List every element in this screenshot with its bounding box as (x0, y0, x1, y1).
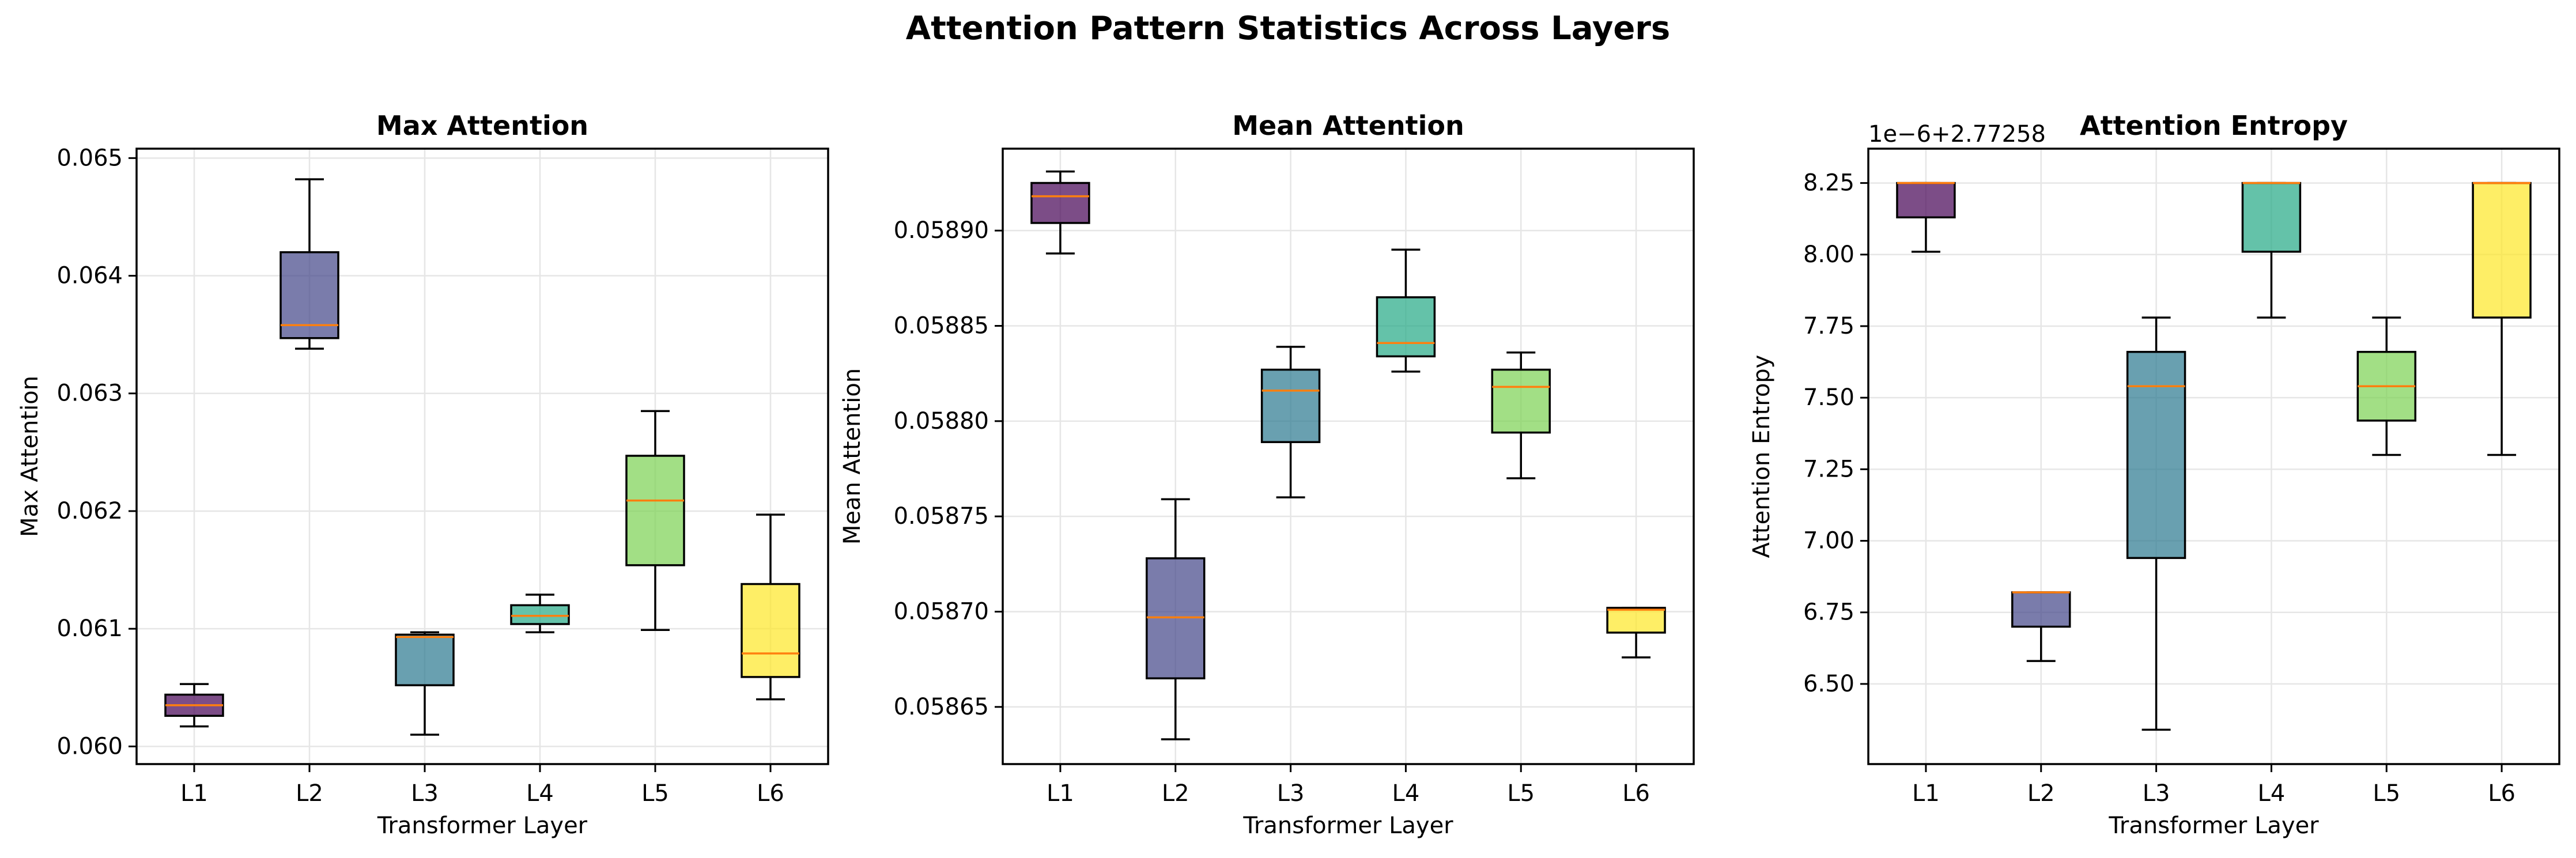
ytick-label: 0.061 (56, 615, 123, 642)
x-axis-label: Transformer Layer (377, 812, 588, 839)
xtick-label: L3 (1277, 780, 1305, 807)
ytick-label: 7.00 (1803, 528, 1854, 554)
chart-panel-1: 0.060 0.061 0.062 0.063 0.064 0.065 L1 L2 L3 L4 L5… (17, 110, 829, 839)
box-body (1376, 296, 1436, 358)
ytick-label: 0.05875 (894, 503, 989, 530)
xtick-label: L2 (1162, 780, 1189, 807)
box-L1 (164, 683, 224, 728)
xtick-label: L5 (2373, 780, 2400, 807)
ytick-label: 0.064 (56, 263, 123, 289)
box-body (279, 251, 339, 339)
y-axis-label: Attention Entropy (1748, 355, 1775, 558)
ytick-label: 8.00 (1803, 241, 1854, 268)
panel-title: Max Attention (376, 110, 588, 141)
xtick-label: L5 (1507, 780, 1535, 807)
xtick-label: L3 (2143, 780, 2170, 807)
box-L6 (2472, 182, 2532, 456)
box-body (1896, 182, 1956, 218)
xtick-label: L6 (2488, 780, 2515, 807)
box-L3 (1260, 346, 1321, 498)
ytick-label: 0.05890 (894, 217, 989, 244)
box-body (2241, 182, 2302, 253)
xtick-label: L1 (1047, 780, 1074, 807)
box-L5 (1491, 351, 1551, 479)
box-L5 (625, 410, 685, 631)
xtick-label: L1 (180, 780, 208, 807)
ytick-label: 0.05880 (894, 408, 989, 434)
xtick-label: L3 (411, 780, 439, 807)
xtick-label: L2 (296, 780, 323, 807)
box-L2 (1146, 498, 1206, 740)
axes-frame (1002, 148, 1695, 765)
chart-panel-2: 0.05865 0.05870 0.05875 0.05880 0.05885 0.058… (839, 110, 1695, 839)
box-L5 (2356, 316, 2416, 456)
ytick-label: 0.063 (56, 380, 123, 407)
offset-text: 1e−6+2.77258 (1868, 121, 2046, 148)
ytick-label: 0.065 (56, 145, 123, 171)
ytick-label: 0.05885 (894, 313, 989, 339)
x-axis-label: Transformer Layer (2108, 812, 2319, 839)
box-L3 (395, 631, 455, 736)
box-body (741, 583, 800, 678)
ytick-label: 0.05865 (894, 694, 989, 720)
axes-frame (1867, 148, 2560, 765)
box-body (1260, 368, 1321, 443)
y-axis-label: Mean Attention (839, 368, 866, 545)
box-body (1030, 182, 1090, 224)
xtick-label: L4 (2258, 780, 2286, 807)
xtick-label: L5 (641, 780, 669, 807)
x-axis-label: Transformer Layer (1242, 812, 1453, 839)
xtick-label: L6 (1622, 780, 1650, 807)
ytick-label: 7.25 (1803, 456, 1854, 482)
ytick-label: 6.50 (1803, 671, 1854, 697)
xtick-label: L2 (2027, 780, 2055, 807)
figure-title: Attention Pattern Statistics Across Laye… (906, 10, 1671, 47)
box-body (2126, 350, 2186, 560)
y-axis-label: Max Attention (17, 376, 43, 537)
box-body (1606, 607, 1666, 634)
box-L6 (1606, 607, 1666, 659)
box-L1 (1030, 170, 1090, 255)
ytick-label: 0.062 (56, 498, 123, 524)
box-body (2011, 591, 2071, 628)
box-L6 (741, 513, 800, 701)
xtick-label: L1 (1912, 780, 1940, 807)
panel-title: Attention Entropy (2080, 110, 2348, 141)
xtick-label: L6 (757, 780, 784, 807)
ytick-label: 6.75 (1803, 599, 1854, 626)
ytick-label: 0.05870 (894, 598, 989, 625)
box-body (1491, 368, 1551, 434)
box-L4 (2241, 182, 2302, 319)
axes-frame (135, 148, 829, 765)
panel-title: Mean Attention (1232, 110, 1464, 141)
ytick-label: 7.75 (1803, 313, 1854, 339)
ytick-label: 0.060 (56, 733, 123, 759)
box-L2 (2011, 591, 2071, 662)
box-L3 (2126, 316, 2186, 731)
box-L2 (279, 178, 339, 350)
xtick-label: L4 (1392, 780, 1420, 807)
box-L4 (1376, 248, 1436, 373)
ytick-label: 7.50 (1803, 384, 1854, 411)
box-body (2472, 182, 2532, 319)
box-L4 (510, 594, 570, 634)
box-body (510, 604, 570, 625)
ytick-label: 8.25 (1803, 170, 1854, 196)
box-body (625, 455, 685, 566)
xtick-label: L4 (526, 780, 554, 807)
box-L1 (1896, 182, 1956, 253)
chart-panel-3: 6.50 6.75 7.00 7.25 7.50 7.75 8.00 8.25 L1 L2 L3 L4… (1748, 110, 2560, 839)
box-body (395, 633, 455, 686)
